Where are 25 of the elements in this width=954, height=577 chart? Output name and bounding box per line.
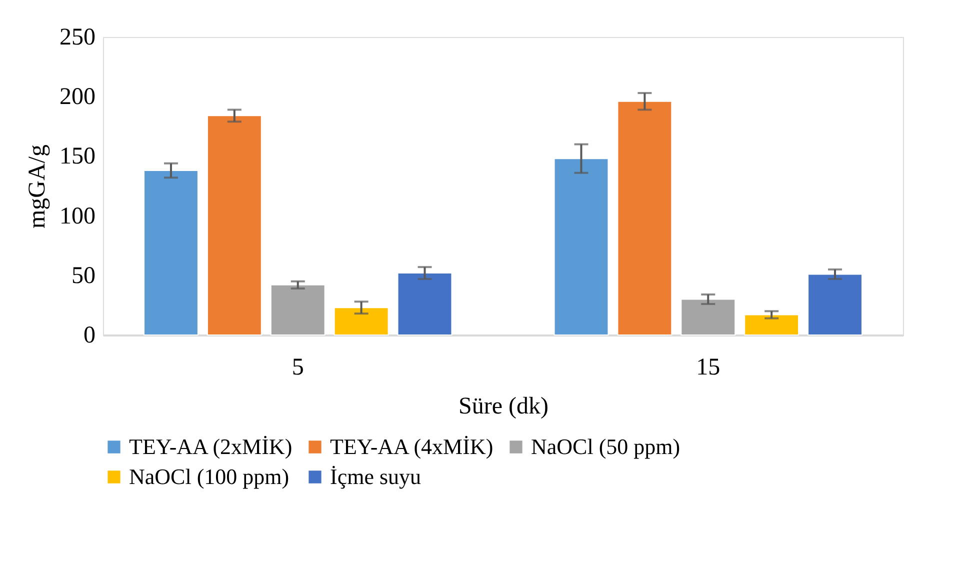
bar: [744, 314, 800, 336]
y-axis-title: mgGA/g: [24, 144, 50, 228]
bar: [144, 170, 198, 336]
y-tick-label: 0: [84, 322, 96, 348]
bar: [617, 100, 672, 336]
y-tick-label: 250: [60, 24, 96, 50]
y-tick-label: 150: [60, 144, 96, 170]
bar: [397, 272, 452, 336]
y-tick-label: 100: [60, 203, 96, 230]
legend-label: NaOCl (50 ppm): [531, 434, 680, 459]
legend-label: TEY-AA (4xMİK): [330, 434, 494, 459]
legend-label: İçme suyu: [330, 464, 422, 489]
bar: [680, 298, 736, 336]
x-tick-label: 15: [696, 354, 720, 380]
legend-label: NaOCl (100 ppm): [129, 464, 290, 489]
bar: [808, 274, 862, 336]
bar: [270, 284, 326, 336]
bar: [554, 158, 609, 336]
bar: [334, 307, 389, 336]
y-tick-label: 50: [72, 262, 96, 289]
bar: [206, 115, 262, 336]
x-axis-title: Süre (dk): [458, 394, 548, 420]
y-tick-label: 200: [60, 84, 96, 110]
x-tick-label: 5: [292, 354, 304, 380]
legend-label: TEY-AA (2xMİK): [129, 434, 292, 459]
